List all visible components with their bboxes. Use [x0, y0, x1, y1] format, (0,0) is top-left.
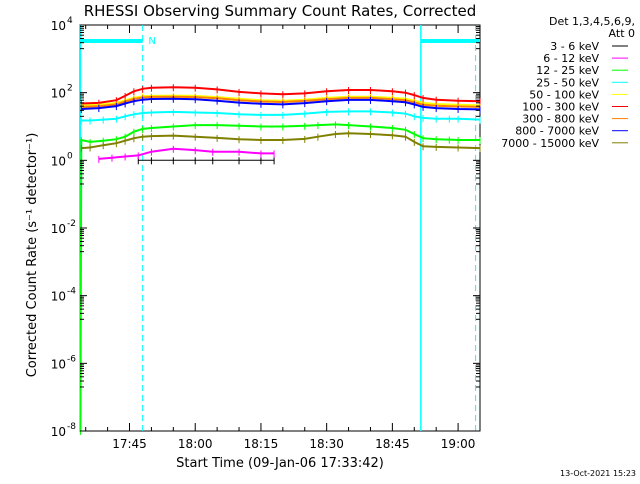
y-axis-label: Corrected Count Rate (s⁻¹ detector⁻¹)	[25, 133, 40, 378]
series-line	[81, 97, 481, 111]
x-tick-label: 18:15	[244, 437, 279, 451]
x-tick-label: 19:00	[441, 437, 476, 451]
chart-title: RHESSI Observing Summary Count Rates, Co…	[84, 2, 477, 20]
y-tick-label: 10	[51, 222, 66, 236]
y-tick-label: 10	[51, 357, 66, 371]
night-marker: N	[148, 36, 155, 47]
y-tick-label: 10	[51, 425, 66, 439]
y-tick-exponent: -2	[67, 219, 76, 229]
y-tick-label: 10	[51, 87, 66, 101]
legend-header: Att 0	[609, 27, 635, 40]
night-bar	[80, 39, 143, 43]
y-tick-label: 10	[51, 19, 66, 33]
y-tick-exponent: -8	[67, 422, 76, 432]
legend-label: 7000 - 15000 keV	[501, 137, 599, 150]
legend-label: 100 - 300 keV	[522, 101, 599, 114]
series-line	[81, 94, 481, 107]
x-tick-label: 18:30	[309, 437, 344, 451]
legend-label: 12 - 25 keV	[536, 64, 599, 77]
plot-frame	[79, 24, 481, 432]
legend-label: 800 - 7000 keV	[515, 125, 599, 138]
y-tick-exponent: 4	[67, 16, 73, 26]
timestamp: 13-Oct-2021 15:23	[560, 469, 636, 478]
series-line	[81, 95, 481, 108]
y-tick-exponent: 0	[67, 151, 73, 161]
y-tick-exponent: -6	[67, 354, 76, 364]
legend-label: 50 - 100 keV	[529, 88, 599, 101]
legend-header: Det 1,3,4,5,6,9,	[549, 15, 635, 28]
night-bar	[420, 39, 480, 43]
series-line	[81, 132, 481, 150]
legend-label: 300 - 800 keV	[522, 113, 599, 126]
series-line	[81, 110, 481, 122]
series-line	[81, 86, 481, 105]
series-line	[79, 123, 480, 432]
legend-label: 6 - 12 keV	[543, 52, 599, 65]
x-axis: 17:45 18:00 18:15 18:30 18:45 19:00	[85, 25, 476, 451]
y-tick-label: 10	[51, 154, 66, 168]
y-tick-exponent: 2	[67, 84, 73, 94]
x-tick-label: 18:00	[178, 437, 213, 451]
legend-label: 25 - 50 keV	[536, 76, 599, 89]
y-tick-label: 10	[51, 290, 66, 304]
x-axis-label: Start Time (09-Jan-06 17:33:42)	[176, 456, 384, 471]
x-tick-label: 17:45	[112, 437, 147, 451]
x-tick-label: 18:45	[375, 437, 410, 451]
y-tick-exponent: -4	[67, 287, 76, 297]
legend-label: 3 - 6 keV	[550, 40, 599, 53]
plot-area: N	[79, 24, 481, 435]
